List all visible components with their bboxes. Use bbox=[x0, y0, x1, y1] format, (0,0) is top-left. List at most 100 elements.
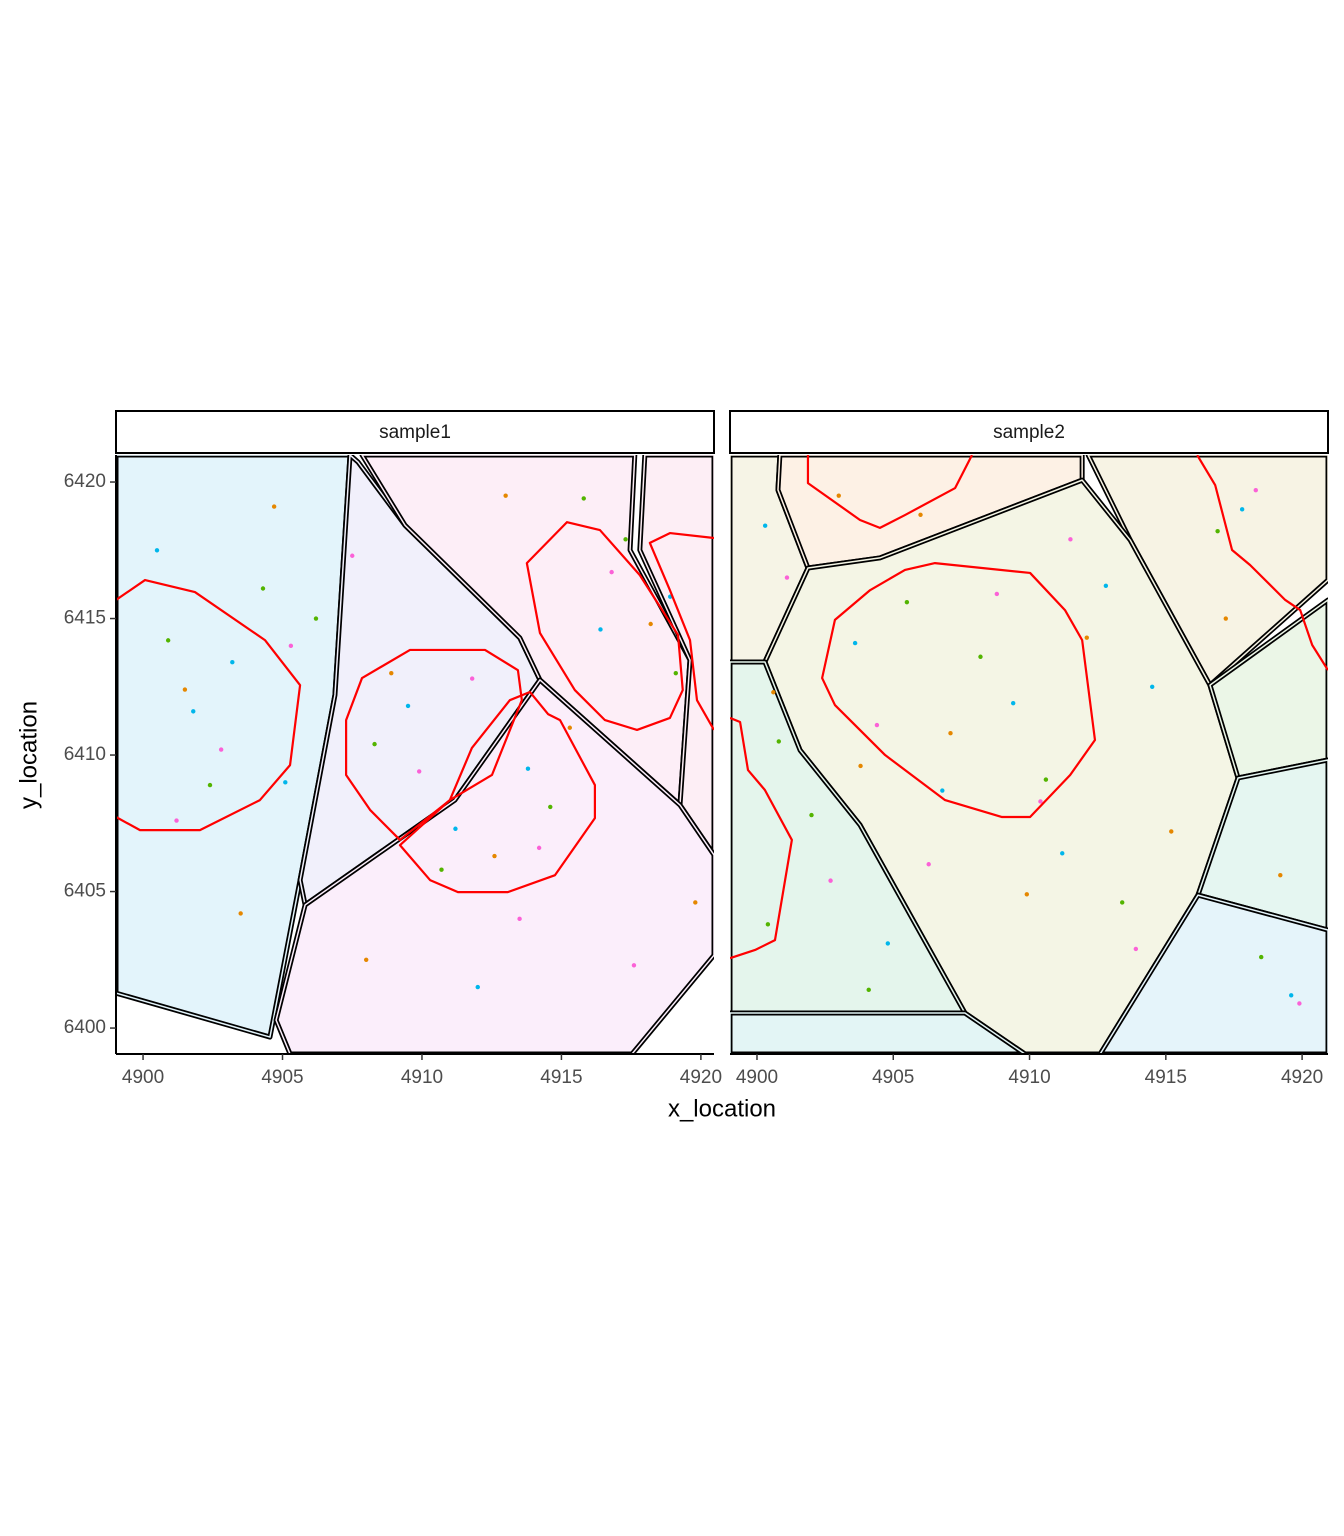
transcript-point bbox=[1149, 684, 1155, 689]
nucleus bbox=[345, 648, 523, 842]
transcript-point bbox=[581, 496, 586, 501]
strip-label: sample2 bbox=[993, 422, 1065, 443]
cell-border-inner bbox=[1087, 455, 1328, 686]
transcript-point bbox=[313, 616, 319, 621]
transcript-point bbox=[1038, 799, 1043, 804]
panel bbox=[730, 455, 1328, 1054]
transcript-point bbox=[978, 654, 983, 659]
x-axis-title: x_location bbox=[668, 1095, 776, 1122]
transcript-point bbox=[1010, 700, 1016, 706]
transcript-point bbox=[948, 731, 953, 736]
x-tick-label: 4910 bbox=[401, 1067, 443, 1088]
transcript-point bbox=[1169, 829, 1174, 834]
transcript-point bbox=[1223, 616, 1228, 621]
strip-box bbox=[115, 410, 715, 454]
transcript-point bbox=[1239, 507, 1245, 512]
transcript-point bbox=[154, 548, 160, 553]
transcript-point bbox=[904, 599, 910, 605]
x-tick-label: 4900 bbox=[122, 1067, 164, 1088]
transcript-point bbox=[475, 984, 480, 990]
transcript-point bbox=[673, 670, 678, 676]
x-tick-label: 4900 bbox=[736, 1067, 778, 1088]
transcript-point bbox=[1278, 872, 1283, 878]
nucleus bbox=[1196, 455, 1328, 671]
transcript-point bbox=[1043, 777, 1049, 782]
transcript-point bbox=[994, 591, 1000, 597]
transcript-point bbox=[631, 963, 637, 968]
cell-border-inner bbox=[730, 661, 966, 1014]
transcript-point bbox=[1259, 954, 1264, 960]
transcript-point bbox=[218, 747, 224, 752]
nucleus bbox=[116, 578, 302, 832]
transcript-point bbox=[1297, 1001, 1302, 1006]
transcript-point bbox=[492, 853, 497, 859]
transcript-point bbox=[918, 512, 923, 517]
transcript-point bbox=[784, 575, 790, 580]
x-tick-label: 4905 bbox=[261, 1067, 303, 1088]
x-tick-label: 4915 bbox=[1145, 1067, 1187, 1088]
transcript-point bbox=[1024, 892, 1030, 897]
transcript-point bbox=[350, 553, 355, 558]
transcript-point bbox=[389, 670, 394, 676]
transcript-point bbox=[858, 763, 863, 769]
transcript-point bbox=[940, 788, 945, 793]
cell-border-inner bbox=[730, 1012, 1026, 1054]
transcript-point bbox=[1103, 583, 1109, 588]
transcript-point bbox=[1060, 851, 1065, 856]
x-tick-label: 4905 bbox=[872, 1067, 914, 1088]
transcript-point bbox=[1084, 635, 1089, 640]
transcript-point bbox=[762, 523, 768, 528]
transcript-point bbox=[828, 878, 833, 883]
transcript-point bbox=[405, 703, 411, 709]
transcript-point bbox=[288, 643, 294, 649]
panel bbox=[116, 455, 714, 1054]
transcript-point bbox=[874, 722, 880, 728]
transcript-point bbox=[548, 804, 553, 810]
transcript-point bbox=[1253, 488, 1258, 493]
transcript-point bbox=[416, 769, 422, 774]
transcript-point bbox=[182, 687, 188, 692]
transcript-point bbox=[609, 569, 614, 575]
transcript-point bbox=[439, 867, 444, 872]
transcript-point bbox=[453, 826, 458, 831]
transcript-point bbox=[503, 493, 508, 498]
transcript-point bbox=[926, 862, 931, 867]
transcript-point bbox=[230, 660, 235, 665]
transcript-point bbox=[765, 922, 771, 927]
cell-border-inner bbox=[1209, 599, 1328, 779]
x-tick-label: 4915 bbox=[540, 1067, 582, 1088]
cell-border-inner bbox=[275, 679, 714, 1054]
y-tick-label: 6420 bbox=[64, 471, 106, 492]
transcript-point bbox=[693, 900, 698, 905]
cell-border-inner bbox=[1197, 759, 1328, 931]
transcript-point bbox=[283, 780, 288, 785]
transcript-point bbox=[238, 911, 243, 916]
nucleus bbox=[398, 690, 596, 894]
y-tick-label: 6415 bbox=[64, 608, 106, 629]
transcript-point bbox=[372, 741, 377, 747]
cell-border-inner bbox=[1099, 894, 1328, 1054]
transcript-point bbox=[1068, 537, 1073, 542]
nucleus bbox=[525, 521, 684, 732]
transcript-point bbox=[852, 640, 858, 646]
transcript-point bbox=[207, 782, 213, 788]
transcript-point bbox=[260, 586, 266, 591]
transcript-point bbox=[536, 845, 542, 851]
nucleus bbox=[821, 562, 1097, 819]
y-tick-label: 6400 bbox=[64, 1017, 106, 1038]
strip-box bbox=[729, 410, 1329, 454]
x-tick-label: 4920 bbox=[1281, 1067, 1323, 1088]
nucleus bbox=[730, 716, 793, 960]
transcript-point bbox=[866, 987, 871, 993]
transcript-point bbox=[771, 690, 776, 695]
transcript-point bbox=[525, 766, 531, 771]
transcript-point bbox=[809, 812, 814, 818]
y-axis-title: y_location bbox=[15, 701, 42, 809]
transcript-point bbox=[1215, 528, 1220, 534]
strip-label: sample1 bbox=[379, 422, 451, 443]
transcript-point bbox=[648, 621, 653, 627]
transcript-point bbox=[1133, 946, 1139, 952]
transcript-point bbox=[363, 957, 369, 963]
y-tick-label: 6405 bbox=[64, 881, 106, 902]
